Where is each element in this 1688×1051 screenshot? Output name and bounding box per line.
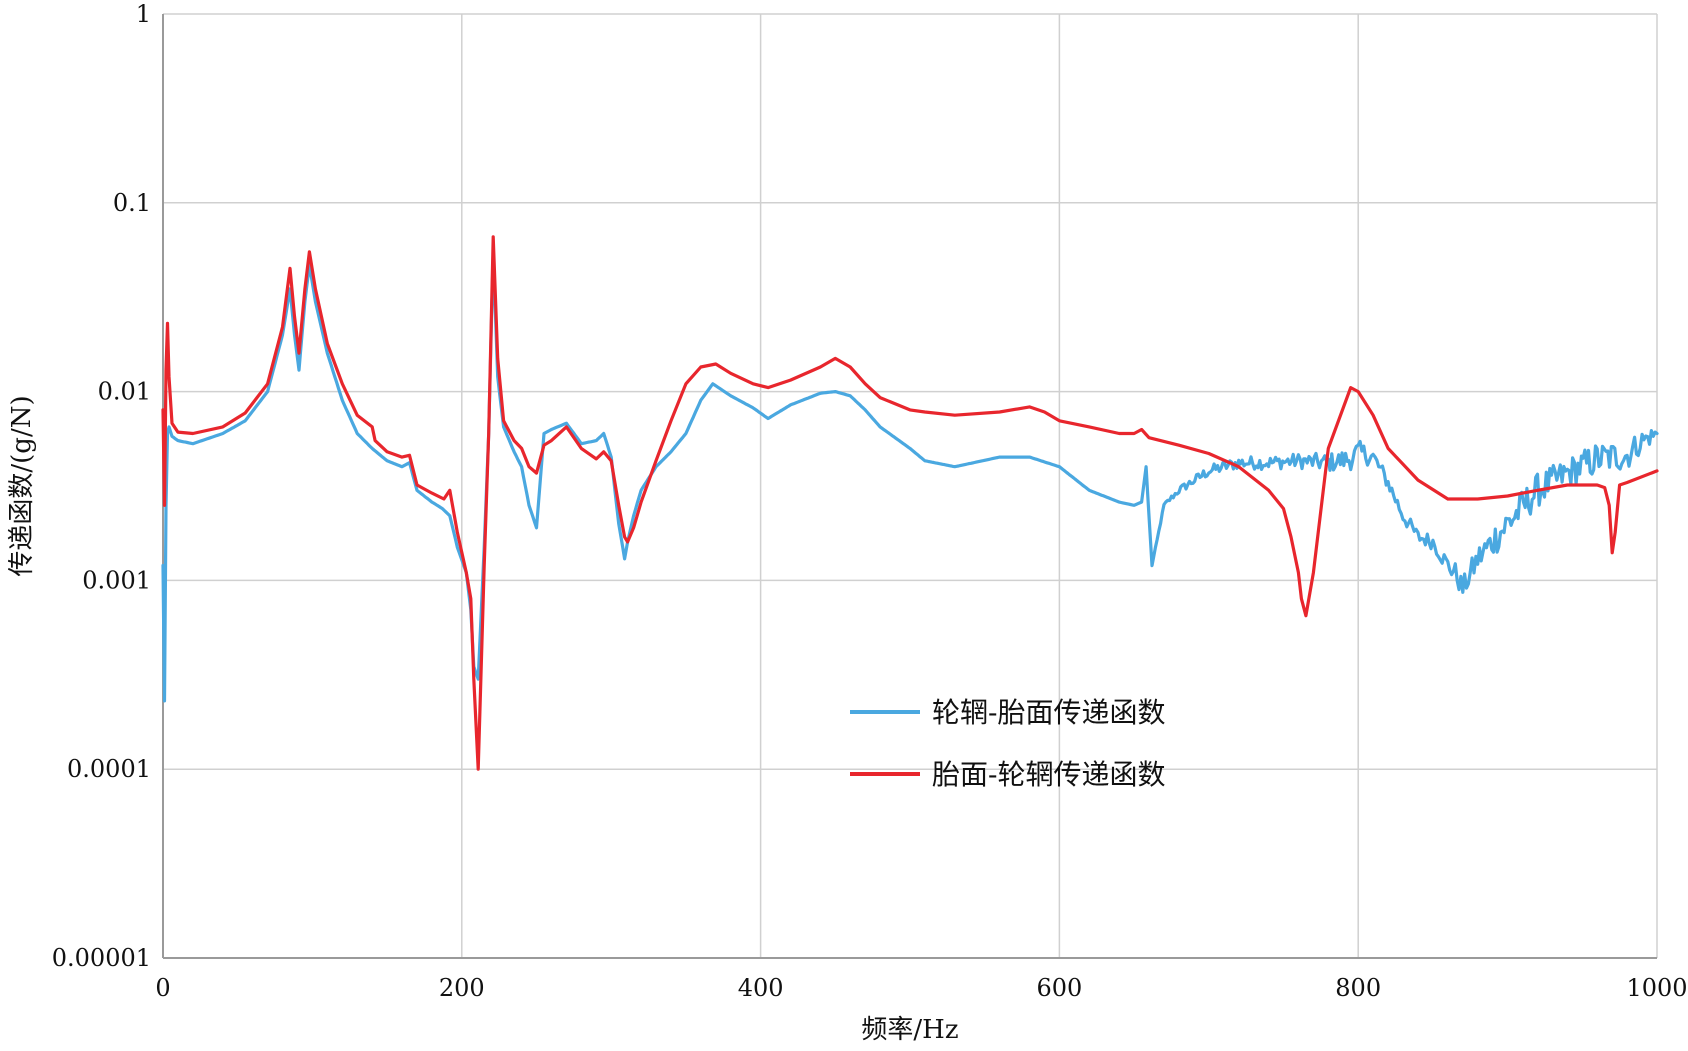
y-tick-label: 0.00001 [52,944,151,972]
legend-label-tread-to-rim: 胎面-轮辋传递函数 [932,758,1165,791]
x-axis-title: 频率/Hz [861,1015,958,1045]
y-tick-label: 0.01 [98,378,151,406]
x-tick-label: 800 [1335,974,1381,1002]
series-line-1 [161,235,1659,771]
grid [162,13,1658,959]
legend: 轮辋-胎面传递函数 胎面-轮辋传递函数 [850,696,1165,791]
x-tick-label: 400 [738,974,784,1002]
legend-label-rim-to-tread: 轮辋-胎面传递函数 [932,696,1165,729]
y-tick-label: 0.001 [82,566,151,594]
y-axis-title: 传递函数/(g/N) [7,395,37,576]
x-tick-label: 0 [155,974,170,1002]
y-tick-label: 1 [136,0,151,28]
series [161,235,1659,771]
y-tick-label: 0.1 [113,189,151,217]
x-tick-label: 200 [439,974,485,1002]
y-tick-label: 0.0001 [67,755,151,783]
x-tick-label: 1000 [1626,974,1687,1002]
axes [162,14,1657,959]
series-line-0 [161,250,1659,703]
x-tick-label: 600 [1036,974,1082,1002]
